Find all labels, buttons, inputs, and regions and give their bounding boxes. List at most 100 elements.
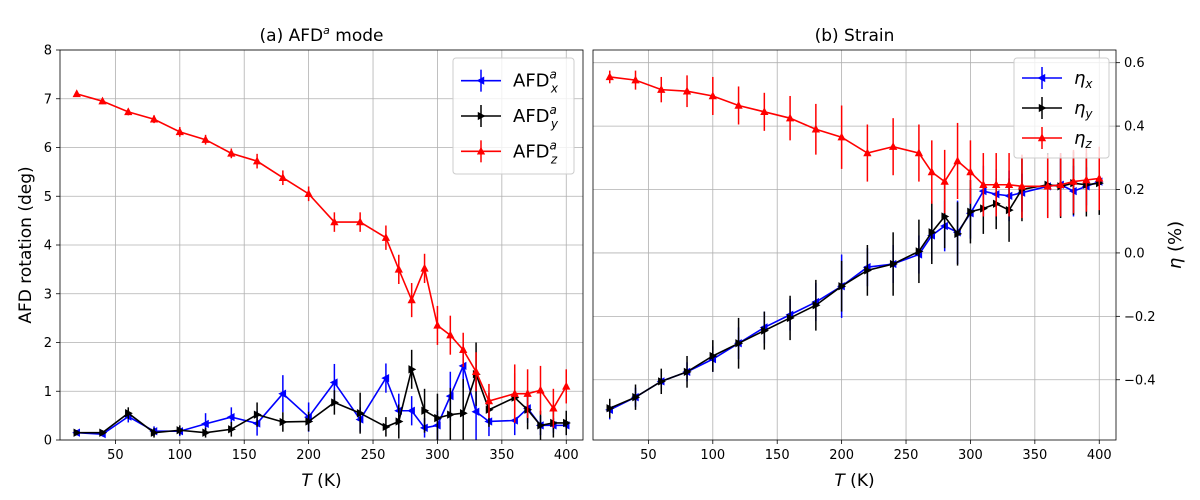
x-tick-label: 250 [361, 448, 386, 463]
data-point [537, 421, 546, 430]
data-point [305, 417, 314, 426]
data-point [407, 295, 416, 304]
y-tick-label: 0.2 [1124, 183, 1145, 198]
data-point [381, 373, 390, 383]
data-point [471, 367, 481, 375]
data-point [279, 417, 288, 427]
data-point [329, 378, 338, 387]
data-point [420, 263, 429, 272]
legend-item: AFDa y [461, 103, 559, 131]
data-point [927, 167, 936, 176]
legend-item: ηx [1022, 67, 1093, 91]
x-axis: 50 100 150 200 250 300 350 400 [640, 440, 1112, 463]
y-tick-label: −0.4 [1124, 373, 1156, 388]
y-tick-label: 6 [44, 141, 52, 156]
y-tick-label: 5 [44, 190, 52, 205]
data-point [330, 217, 339, 226]
data-point [175, 127, 184, 136]
y-tick-label: 0 [44, 434, 52, 449]
data-point [785, 113, 795, 122]
y-axis-label: AFD rotation (deg) [16, 166, 36, 323]
data-point [811, 124, 820, 133]
data-point [632, 393, 641, 402]
data-point [471, 407, 480, 416]
data-point [176, 426, 185, 435]
legend-label: ηy [1074, 98, 1093, 121]
legend-marker [1037, 73, 1046, 83]
panel-a-afd-rotation: 50 100 150 200 250 300 350 400 T (K) 0 1 2 3 4 5 6 7 8 AFD… [16, 24, 584, 491]
data-point [421, 406, 430, 415]
data-point [954, 229, 963, 239]
legend-label: ηz [1074, 128, 1092, 151]
x-tick-label: 250 [894, 448, 919, 463]
y-axis-label: η (%) [1165, 221, 1186, 269]
data-point [915, 247, 924, 256]
data-point [278, 173, 287, 181]
legend-marker [476, 76, 485, 85]
data-point [150, 428, 159, 437]
data-point [447, 410, 455, 419]
x-tick-label: 50 [107, 448, 124, 463]
data-point [863, 148, 872, 157]
data-point [605, 72, 614, 81]
y-tick-label: 0.0 [1124, 246, 1145, 261]
data-point [484, 396, 494, 405]
data-point [1056, 180, 1065, 188]
data-point [1017, 181, 1027, 190]
data-point [1069, 176, 1078, 185]
data-point [201, 135, 210, 143]
data-point [72, 89, 81, 98]
legend: ηx ηy ηz [1013, 57, 1110, 159]
data-point [889, 142, 898, 150]
x-axis-label: T (K) [834, 471, 874, 491]
x-tick-label: 200 [829, 448, 854, 463]
y-tick-label: 2 [44, 336, 52, 351]
data-point [549, 403, 558, 412]
x-tick-label: 100 [700, 448, 725, 463]
data-point [226, 412, 235, 422]
y-tick-label: 0.4 [1124, 120, 1145, 135]
y-tick-label: 3 [44, 287, 52, 302]
y-tick-label: 7 [44, 92, 52, 107]
data-point [658, 377, 666, 386]
data-point [124, 107, 133, 116]
data-point [812, 301, 821, 310]
data-point [889, 259, 898, 269]
data-point [562, 381, 571, 390]
data-point [761, 326, 769, 335]
legend-label: AFDa x [513, 68, 559, 96]
series-eta-z [605, 70, 1104, 219]
data-point [709, 351, 718, 361]
data-point [966, 167, 975, 176]
series-line [609, 76, 1100, 188]
data-point [434, 413, 443, 423]
data-point [1004, 180, 1014, 188]
data-point [864, 266, 872, 275]
legend-label: AFDa y [513, 103, 559, 131]
y-tick-label: −0.2 [1124, 310, 1156, 325]
data-point [73, 428, 82, 437]
data-point [227, 148, 236, 157]
data-point [1095, 173, 1104, 182]
x-tick-label: 350 [489, 448, 514, 463]
plot-frame [592, 49, 1117, 441]
legend-item: ηz [1022, 127, 1092, 151]
data-point [459, 345, 468, 354]
x-tick-label: 400 [554, 448, 579, 463]
data-point [523, 389, 532, 397]
y-axis: −0.4 −0.2 0.0 0.2 0.4 0.6 [1116, 56, 1156, 388]
legend-label: AFDa z [513, 138, 558, 166]
x-axis-label: T (K) [301, 471, 341, 491]
x-tick-label: 350 [1022, 448, 1047, 463]
data-point [395, 417, 404, 426]
data-point [631, 75, 640, 84]
x-tick-label: 150 [232, 448, 257, 463]
series-line [76, 366, 567, 434]
legend-marker [476, 146, 486, 155]
data-point [953, 156, 962, 165]
data-point [1043, 181, 1052, 190]
data-point [735, 339, 744, 348]
data-point [433, 320, 442, 329]
data-point [734, 100, 743, 109]
x-axis: 50 100 150 200 250 300 350 400 [107, 440, 579, 463]
